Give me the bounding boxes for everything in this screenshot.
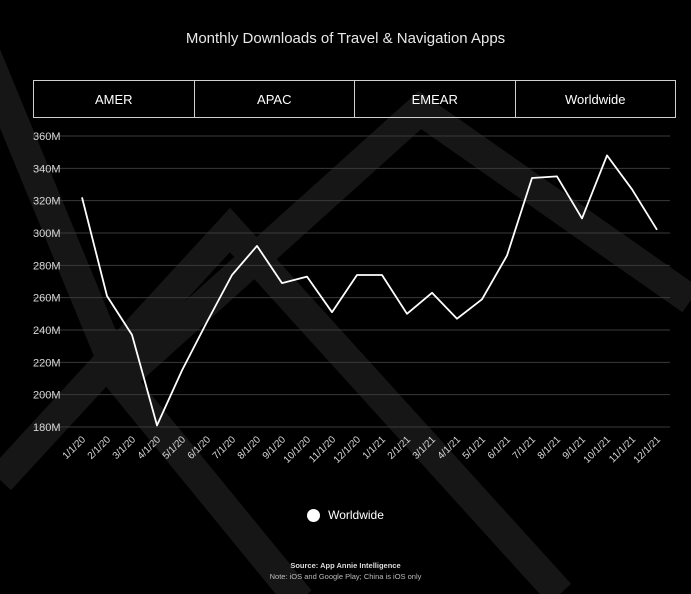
x-tick-label: 8/1/20 [236,434,264,462]
tab-worldwide[interactable]: Worldwide [565,91,626,107]
source-text: Source: App Annie Intelligence [290,561,401,570]
chart-title: Monthly Downloads of Travel & Navigation… [185,30,506,47]
x-tick-label: 3/1/20 [111,434,139,462]
x-tick-label: 6/1/20 [186,434,214,462]
x-tick-label: 1/1/20 [61,434,89,462]
y-tick-label: 240M [33,325,61,337]
y-tick-label: 260M [33,293,61,305]
legend-label: Worldwide [328,508,384,522]
x-tick-label: 7/1/20 [211,434,239,462]
x-tick-label: 12/1/20 [332,434,364,466]
x-tick-label: 3/1/21 [411,434,439,462]
x-tick-label: 2/1/20 [86,434,114,462]
tab-emear[interactable]: EMEAR [355,81,516,117]
y-tick-label: 320M [33,196,61,208]
y-tick-label: 220M [33,357,61,369]
x-tick-label: 7/1/21 [511,434,539,462]
x-tick-label: 5/1/20 [161,434,189,462]
tab-apac[interactable]: APAC [195,81,355,117]
x-tick-label: 8/1/21 [536,434,564,462]
legend-marker [307,508,321,522]
y-tick-label: 180M [33,422,61,434]
y-tick-label: 280M [33,260,61,272]
x-tick-label: 5/1/21 [461,434,489,462]
y-tick-label: 300M [33,228,61,240]
x-tick-label: 6/1/21 [486,434,514,462]
y-tick-label: 200M [33,390,61,402]
tab-amer[interactable]: AMER [34,81,195,117]
x-tick-label: 4/1/20 [136,434,164,462]
x-tick-label: 2/1/21 [386,434,414,462]
y-tick-label: 360M [33,131,61,143]
legend: Worldwide [0,508,691,522]
x-tick-label: 10/1/21 [582,434,614,466]
y-tick-label: 340M [33,163,61,175]
note-text: Note: iOS and Google Play; China is iOS … [269,572,422,581]
x-tick-label: 10/1/20 [282,434,314,466]
x-tick-label: 1/1/21 [361,434,389,462]
x-tick-label: 12/1/21 [632,434,664,466]
series-line-worldwide [81,154,658,427]
x-tick-label: 4/1/21 [436,434,464,462]
region-tabs: AMER APAC EMEAR Worldwide [33,80,676,118]
